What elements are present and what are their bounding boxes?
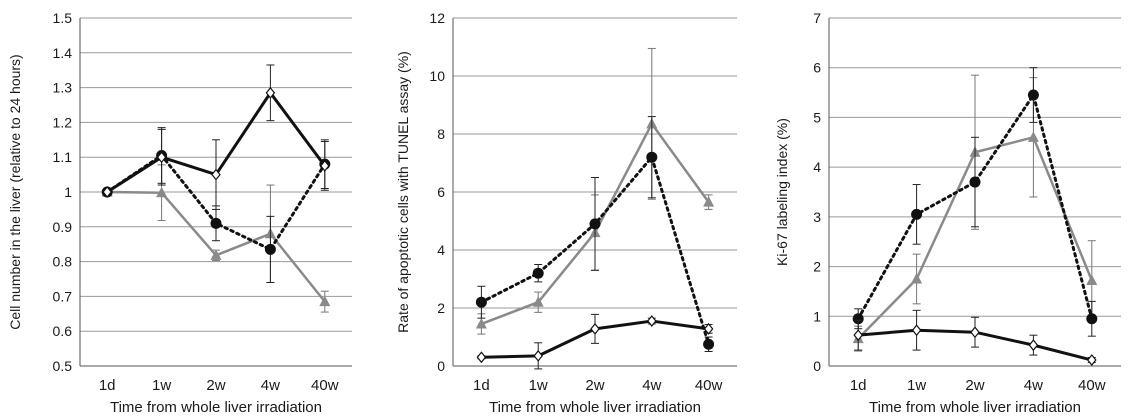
y-tick-label-1-2: 4: [437, 242, 445, 258]
data-point-2-1-3: [1027, 89, 1039, 101]
y-tick-label-0-0: 0.5: [53, 358, 73, 374]
y-tick-label-2-4: 4: [813, 159, 821, 175]
data-point-2-1-4: [1086, 313, 1098, 325]
y-tick-label-0-5: 1: [64, 184, 72, 200]
x-tick-label-1-0: 1d: [473, 377, 490, 394]
data-point-2-1-0: [852, 313, 864, 325]
data-point-0-2-2: [210, 249, 222, 260]
x-tick-label-0-4: 40w: [311, 377, 339, 394]
data-point-1-2-0: [475, 317, 487, 329]
y-axis-label-1: Rate of apoptotic cells with TUNEL assay…: [395, 51, 411, 333]
y-tick-label-0-10: 1.5: [53, 10, 73, 26]
x-tick-label-2-3: 4w: [1024, 377, 1043, 394]
data-point-0-0-0: [102, 186, 112, 198]
x-tick-label-1-1: 1w: [529, 377, 548, 394]
y-tick-label-2-6: 6: [813, 60, 821, 76]
x-axis-label-0: Time from whole liver irradiation: [110, 399, 322, 416]
data-point-2-1-2: [969, 176, 981, 188]
y-tick-label-1-6: 12: [429, 10, 445, 26]
data-point-0-0-1: [156, 151, 167, 164]
y-axis-label-2: Ki-67 labeling index (%): [774, 118, 790, 266]
data-point-1-0-3: [647, 315, 657, 328]
data-point-1-0-4: [703, 322, 714, 335]
y-tick-label-2-7: 7: [813, 10, 821, 26]
data-point-1-2-4: [703, 196, 715, 207]
data-point-1-1-2: [589, 218, 601, 230]
y-tick-label-2-2: 2: [813, 259, 821, 275]
data-point-2-0-1: [911, 324, 922, 337]
x-tick-label-0-1: 1w: [152, 377, 171, 394]
y-tick-label-2-1: 1: [813, 308, 821, 324]
x-axis-label-2: Time from whole liver irradiation: [869, 399, 1081, 416]
x-tick-label-1-4: 40w: [695, 377, 723, 394]
x-tick-label-2-4: 40w: [1078, 377, 1106, 394]
data-point-2-0-0: [853, 329, 863, 342]
series-line-2-1: [856, 93, 1094, 321]
y-tick-label-1-4: 8: [437, 126, 445, 142]
data-point-0-1-2: [210, 217, 222, 229]
y-tick-label-0-7: 1.2: [53, 114, 73, 130]
x-tick-label-1-3: 4w: [642, 377, 661, 394]
data-point-0-0-3: [265, 86, 276, 99]
y-axis-label-0: Cell number in the liver (relative to 24…: [7, 54, 23, 329]
data-point-0-0-4: [320, 159, 330, 172]
y-tick-label-1-0: 0: [437, 358, 445, 374]
x-tick-label-0-2: 2w: [206, 377, 225, 394]
x-tick-label-1-2: 2w: [585, 377, 604, 394]
data-point-2-2-3: [1027, 131, 1039, 142]
y-tick-label-1-1: 2: [437, 300, 445, 316]
data-point-1-0-2: [590, 322, 600, 335]
data-point-1-0-1: [533, 349, 543, 362]
y-tick-label-1-5: 10: [429, 68, 445, 84]
data-point-1-0-0: [476, 351, 487, 364]
data-point-2-0-2: [970, 326, 980, 339]
y-tick-label-2-0: 0: [813, 358, 821, 374]
x-tick-label-0-3: 4w: [261, 377, 280, 394]
x-tick-label-2-2: 2w: [965, 377, 984, 394]
x-axis-label-1: Time from whole liver irradiation: [489, 399, 701, 416]
data-point-1-1-0: [475, 296, 487, 308]
data-point-1-1-1: [532, 267, 544, 279]
data-point-0-0-2: [211, 168, 221, 181]
y-tick-label-0-8: 1.3: [53, 80, 73, 96]
y-tick-label-0-2: 0.7: [53, 288, 73, 304]
data-point-1-1-3: [646, 151, 658, 163]
x-tick-label-2-0: 1d: [850, 377, 867, 394]
data-point-1-1-4: [703, 338, 715, 350]
x-tick-label-2-1: 1w: [907, 377, 926, 394]
data-point-2-2-4: [1086, 274, 1098, 285]
data-point-2-0-3: [1028, 339, 1039, 352]
data-point-2-1-1: [911, 208, 923, 220]
y-tick-label-0-3: 0.8: [53, 254, 73, 270]
y-tick-label-0-9: 1.4: [53, 45, 73, 61]
y-tick-label-0-1: 0.6: [53, 323, 73, 339]
y-tick-label-0-4: 0.9: [53, 219, 73, 235]
data-point-0-2-1: [156, 186, 168, 198]
data-point-2-0-4: [1087, 354, 1097, 366]
y-tick-label-2-5: 5: [813, 109, 821, 125]
y-tick-label-1-3: 6: [437, 184, 445, 200]
data-point-0-1-3: [264, 243, 276, 255]
data-point-2-2-1: [911, 273, 923, 284]
data-point-1-2-1: [532, 296, 544, 307]
y-tick-label-2-3: 3: [813, 209, 821, 225]
y-tick-label-0-6: 1.1: [53, 149, 73, 165]
x-tick-label-0-0: 1d: [99, 377, 116, 394]
data-point-0-2-4: [319, 295, 331, 307]
